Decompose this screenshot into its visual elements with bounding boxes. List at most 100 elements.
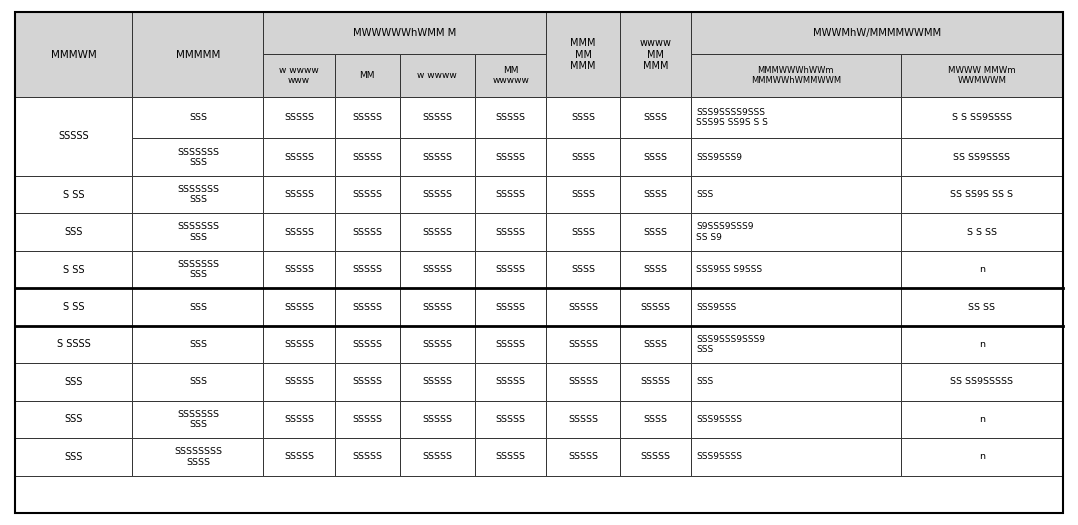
Bar <box>691 12 1063 54</box>
Text: SSS: SSS <box>65 377 83 387</box>
Bar <box>620 251 691 288</box>
Bar <box>400 54 475 97</box>
Bar <box>900 54 1063 97</box>
Bar <box>334 401 400 438</box>
Text: SSSSS: SSSSS <box>496 340 526 349</box>
Text: SSSSS: SSSSS <box>284 377 314 386</box>
Bar <box>900 97 1063 139</box>
Text: SSSSS: SSSSS <box>568 302 598 311</box>
Bar <box>400 401 475 438</box>
Text: SSSSS: SSSSS <box>640 453 671 461</box>
Text: SSSSS: SSSSS <box>423 190 453 199</box>
Text: SSSS: SSSS <box>644 415 667 424</box>
Text: n: n <box>979 453 985 461</box>
Text: SSSSS: SSSSS <box>423 340 453 349</box>
Text: S SS: S SS <box>63 265 84 275</box>
Bar <box>475 176 547 213</box>
Bar <box>475 54 547 97</box>
Bar <box>263 139 334 176</box>
Bar <box>133 363 263 401</box>
Text: SSSSS: SSSSS <box>284 153 314 162</box>
Text: SSSSS: SSSSS <box>423 453 453 461</box>
Text: n: n <box>979 340 985 349</box>
Text: SSSSS: SSSSS <box>353 190 382 199</box>
Text: SSSSS: SSSSS <box>568 453 598 461</box>
Text: SSSSS: SSSSS <box>496 415 526 424</box>
Text: SSSSS: SSSSS <box>353 265 382 274</box>
Bar <box>620 139 691 176</box>
Bar <box>263 176 334 213</box>
Bar <box>334 97 400 139</box>
Bar <box>133 97 263 139</box>
Text: MM
wwwww: MM wwwww <box>493 66 529 85</box>
Text: SSSSS: SSSSS <box>640 302 671 311</box>
Text: SSSS: SSSS <box>571 190 595 199</box>
Text: SSSSS: SSSSS <box>353 228 382 237</box>
Bar <box>133 139 263 176</box>
Text: SSSSS: SSSSS <box>423 415 453 424</box>
Bar <box>620 401 691 438</box>
Bar <box>133 438 263 476</box>
Bar <box>691 326 900 363</box>
Text: SS SS9SSSS: SS SS9SSSS <box>953 153 1010 162</box>
Bar <box>900 139 1063 176</box>
Bar <box>547 288 620 326</box>
Text: SSSSS: SSSSS <box>284 453 314 461</box>
Text: SSSSS: SSSSS <box>496 190 526 199</box>
Bar <box>900 176 1063 213</box>
Text: SS SS9S SS S: SS SS9S SS S <box>951 190 1013 199</box>
Bar <box>400 213 475 251</box>
Bar <box>547 213 620 251</box>
Bar <box>400 176 475 213</box>
Bar <box>691 213 900 251</box>
Text: SSSSS: SSSSS <box>568 340 598 349</box>
Bar <box>15 97 133 176</box>
Text: S SS: S SS <box>63 302 84 312</box>
Text: SSSSS: SSSSS <box>353 302 382 311</box>
Text: SSSSS: SSSSS <box>284 113 314 122</box>
Bar <box>620 363 691 401</box>
Bar <box>263 54 334 97</box>
Bar <box>475 251 547 288</box>
Text: SSSSS: SSSSS <box>568 415 598 424</box>
Bar <box>400 251 475 288</box>
Bar <box>900 438 1063 476</box>
Text: SSSSS: SSSSS <box>423 113 453 122</box>
Text: SSSSS: SSSSS <box>496 377 526 386</box>
Text: SSS9SSS9: SSS9SSS9 <box>696 153 742 162</box>
Bar <box>263 97 334 139</box>
Text: MM: MM <box>359 71 375 80</box>
Text: MWWW MMWm
WWMWWM: MWWW MMWm WWMWWM <box>948 66 1015 85</box>
Bar <box>547 251 620 288</box>
Bar <box>547 139 620 176</box>
Text: SSSSS: SSSSS <box>353 153 382 162</box>
Text: SSS9SS S9SSS: SSS9SS S9SSS <box>696 265 762 274</box>
Text: SSSSS: SSSSS <box>353 453 382 461</box>
Bar <box>620 288 691 326</box>
Bar <box>691 363 900 401</box>
Bar <box>133 12 263 97</box>
Bar <box>334 438 400 476</box>
Bar <box>900 401 1063 438</box>
Bar <box>900 213 1063 251</box>
Text: SSS9SSS: SSS9SSS <box>696 302 736 311</box>
Bar <box>15 288 133 326</box>
Text: SSSSS: SSSSS <box>353 415 382 424</box>
Text: S SSSS: S SSSS <box>57 340 91 350</box>
Bar <box>475 363 547 401</box>
Text: SSSSS: SSSSS <box>496 453 526 461</box>
Bar <box>475 326 547 363</box>
Text: SSSSS: SSSSS <box>568 377 598 386</box>
Text: SSS: SSS <box>65 227 83 237</box>
Text: SSS: SSS <box>189 113 207 122</box>
Text: SSS: SSS <box>65 452 83 462</box>
Text: SSSSS: SSSSS <box>353 113 382 122</box>
Bar <box>691 401 900 438</box>
Text: SS SS9SSSSS: SS SS9SSSSS <box>951 377 1013 386</box>
Text: SSS: SSS <box>696 377 714 386</box>
Text: w wwww
www: w wwww www <box>279 66 319 85</box>
Text: SSSSS: SSSSS <box>423 265 453 274</box>
Text: SSSSS: SSSSS <box>496 302 526 311</box>
Bar <box>691 176 900 213</box>
Text: SSS: SSS <box>189 302 207 311</box>
